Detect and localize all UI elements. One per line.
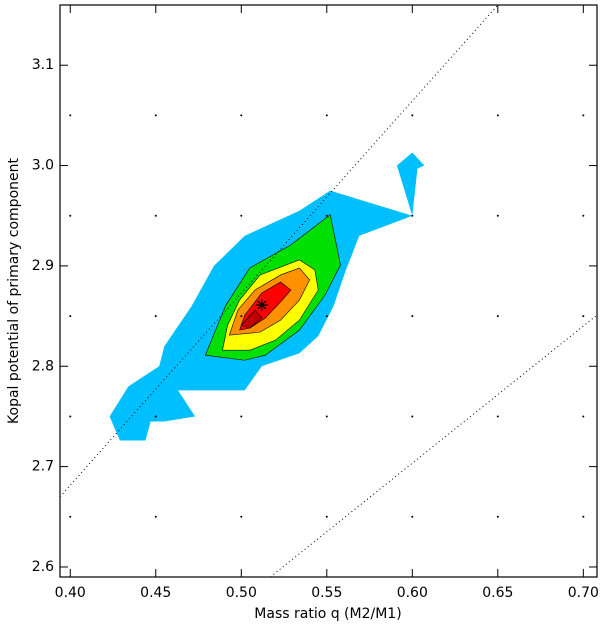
- grid-dot: [325, 415, 328, 418]
- x-tick-label: 0.60: [397, 585, 428, 601]
- grid-dot: [69, 415, 72, 418]
- grid-dot: [240, 214, 243, 217]
- grid-dot: [69, 315, 72, 318]
- grid-dot: [240, 114, 243, 117]
- grid-dot: [325, 515, 328, 518]
- grid-dot: [154, 315, 157, 318]
- grid-dot: [154, 214, 157, 217]
- y-tick-label: 2.8: [32, 358, 54, 374]
- y-tick-label: 2.9: [32, 258, 54, 274]
- x-axis-title: Mass ratio q (M2/M1): [254, 606, 401, 622]
- y-tick-label: 2.7: [32, 459, 54, 475]
- grid-dot: [240, 415, 243, 418]
- best-fit-marker: [255, 299, 268, 312]
- grid-dot: [325, 214, 328, 217]
- x-tick-label: 0.45: [140, 585, 171, 601]
- reference-line: [60, 5, 499, 498]
- grid-dot: [154, 515, 157, 518]
- grid-dot: [325, 114, 328, 117]
- grid-dot: [582, 114, 585, 117]
- y-tick-label: 3.0: [32, 158, 54, 174]
- grid-dot: [582, 214, 585, 217]
- grid-dot: [496, 315, 499, 318]
- grid-dot: [582, 415, 585, 418]
- x-tick-label: 0.55: [311, 585, 342, 601]
- grid-dot: [496, 415, 499, 418]
- y-axis-title: Kopal potential of primary component: [6, 158, 22, 424]
- grid-dot: [411, 214, 414, 217]
- grid-dot: [154, 415, 157, 418]
- grid-dot: [69, 515, 72, 518]
- x-tick-label: 0.65: [482, 585, 513, 601]
- plot-frame: [59, 4, 598, 578]
- grid-dot: [496, 515, 499, 518]
- grid-dot: [496, 114, 499, 117]
- grid-dot: [69, 214, 72, 217]
- y-tick-label: 3.1: [32, 57, 54, 73]
- grid-dot: [154, 114, 157, 117]
- grid-dot: [69, 114, 72, 117]
- x-tick-label: 0.40: [55, 585, 86, 601]
- grid-dot: [325, 315, 328, 318]
- grid-dot: [582, 315, 585, 318]
- grid-dot: [411, 315, 414, 318]
- reference-line: [270, 314, 597, 577]
- contour-region: [240, 309, 263, 329]
- grid-dot: [411, 515, 414, 518]
- grid-dot: [411, 415, 414, 418]
- grid-dot: [411, 114, 414, 117]
- grid-dot: [582, 515, 585, 518]
- x-tick-label: 0.70: [568, 585, 599, 601]
- x-tick-label: 0.50: [226, 585, 257, 601]
- grid-dot: [496, 214, 499, 217]
- grid-dot: [240, 515, 243, 518]
- y-tick-label: 2.6: [32, 559, 54, 575]
- grid-dot: [240, 315, 243, 318]
